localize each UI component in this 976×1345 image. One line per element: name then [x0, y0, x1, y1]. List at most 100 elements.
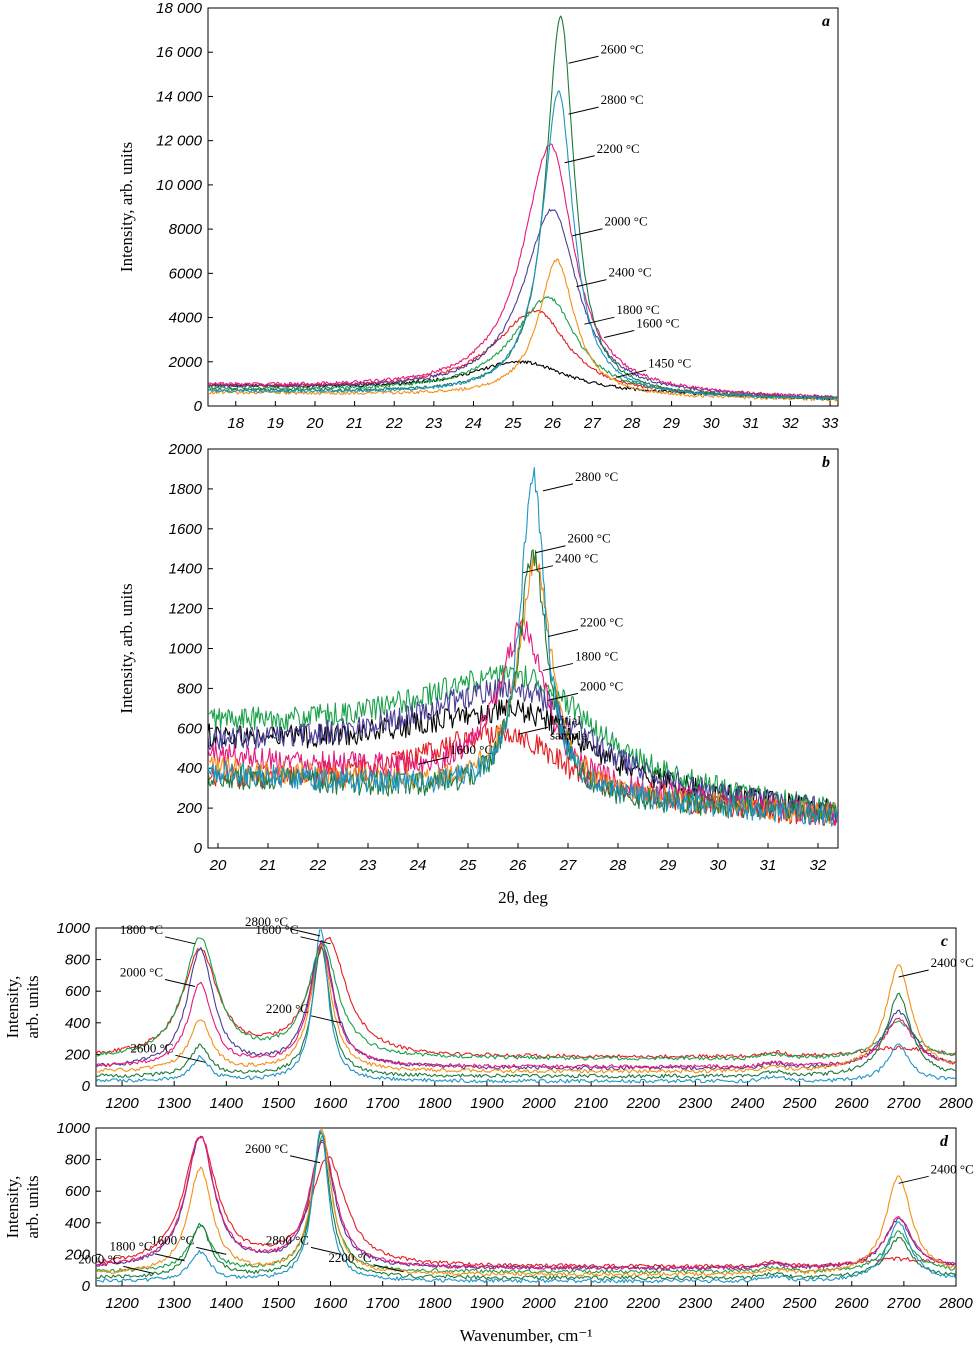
- panel-d: 0 200 400 600 800 1000 1200 1300 1400 1500 1600 170…: [3, 1120, 974, 1345]
- x-tick-label: 30: [710, 857, 727, 874]
- annotation-leader: [310, 1015, 342, 1024]
- y-axis-label: Intensity, arb. units: [117, 583, 136, 713]
- annotation-leader: [898, 969, 929, 978]
- y-tick-label: 1000: [169, 641, 203, 658]
- series-line-1600-c: [96, 1136, 956, 1269]
- panel-letter: a: [822, 13, 830, 30]
- series-line-2600-c: [96, 945, 956, 1079]
- annotation-label: 2200 °C: [580, 615, 623, 630]
- x-tick-label: 2600: [834, 1295, 869, 1312]
- annotation-label: 2800 °C: [245, 914, 288, 929]
- panel-letter: c: [941, 933, 948, 950]
- x-tick-label: 2000: [521, 1295, 556, 1312]
- y-tick-label: 10 000: [156, 177, 203, 194]
- annotation-label: 2600 °C: [568, 531, 611, 546]
- annotation-leader: [300, 936, 331, 945]
- annotation-leader: [898, 1175, 929, 1184]
- y-tick-label: 200: [64, 1246, 91, 1263]
- x-tick-label: 20: [209, 857, 227, 874]
- annotation-label: 1800 °C: [575, 648, 618, 663]
- x-tick-label: 25: [459, 857, 477, 874]
- y-axis-label: Intensity,arb. units: [3, 975, 42, 1038]
- x-tick-label: 28: [623, 415, 641, 432]
- y-tick-label: 16 000: [156, 44, 203, 61]
- series-line-2800-c: [208, 90, 838, 401]
- y-tick-label: 1000: [57, 1120, 91, 1137]
- x-tick-label: 31: [760, 857, 777, 874]
- annotation-label: 2600 °C: [245, 1141, 288, 1156]
- plot-frame: [207, 7, 839, 407]
- annotation-leader: [535, 545, 566, 554]
- series-line-2600-c: [96, 1131, 956, 1281]
- y-tick-label: 400: [65, 1015, 91, 1032]
- plot-frame: [95, 1127, 957, 1287]
- series-line-2000-c: [96, 1135, 956, 1271]
- y-tick-label: 8000: [169, 221, 203, 238]
- y-tick-label: 4000: [169, 310, 203, 327]
- x-tick-label: 2400: [730, 1095, 765, 1112]
- x-tick-label: 1800: [418, 1095, 452, 1112]
- series-line-2800-c: [96, 1130, 956, 1284]
- series-line-2600-c: [208, 15, 838, 401]
- series-line-2400-c: [96, 943, 956, 1074]
- x-tick-label: 1200: [105, 1295, 139, 1312]
- x-tick-label: 23: [425, 415, 443, 432]
- y-tick-label: 1000: [57, 920, 91, 937]
- y-tick-label: 600: [65, 983, 91, 1000]
- annotation-leader: [123, 1265, 154, 1274]
- x-tick-label: 2200: [626, 1095, 661, 1112]
- series-line-2200-c: [208, 143, 838, 399]
- annotation-leader: [290, 1155, 321, 1164]
- annotation-label: 2200 °C: [328, 1250, 371, 1265]
- x-tick-label: 2500: [782, 1295, 817, 1312]
- annotation-label: 2400 °C: [608, 265, 651, 280]
- series-line-2800-c: [96, 929, 956, 1084]
- annotation-leader: [154, 1253, 185, 1262]
- y-tick-label: 800: [177, 680, 203, 697]
- y-tick-label: 600: [65, 1183, 91, 1200]
- panel-letter: b: [822, 454, 830, 471]
- y-tick-label: 400: [177, 760, 203, 777]
- series-line-2200-c: [96, 1136, 956, 1271]
- x-tick-label: 2600: [834, 1095, 869, 1112]
- x-tick-label: 2700: [886, 1095, 921, 1112]
- x-tick-label: 2700: [886, 1295, 921, 1312]
- annotation-label: 2400 °C: [931, 1161, 974, 1176]
- x-tick-label: 1300: [157, 1295, 191, 1312]
- x-tick-label: 32: [782, 415, 799, 432]
- annotation-leader: [604, 329, 635, 338]
- y-tick-label: 6000: [169, 265, 203, 282]
- annotation-leader: [417, 756, 449, 765]
- x-tick-label: 27: [583, 415, 601, 432]
- series-line-2800-c: [208, 467, 838, 827]
- annotation-leader: [164, 936, 196, 945]
- x-tick-label: 2100: [573, 1095, 608, 1112]
- annotation-label: 2000 °C: [78, 1251, 121, 1266]
- annotation-label: 2600 °C: [130, 1040, 173, 1055]
- annotation-leader: [290, 928, 321, 937]
- x-tick-label: 24: [409, 857, 427, 874]
- annotation-label: 2800 °C: [266, 1232, 309, 1247]
- annotation-leader: [542, 483, 574, 492]
- y-tick-label: 14 000: [156, 88, 203, 105]
- y-tick-label: 200: [64, 1046, 91, 1063]
- x-tick-label: 1300: [157, 1095, 191, 1112]
- annotation-leader: [547, 629, 579, 638]
- x-axis-label: Wavenumber, cm⁻¹: [460, 1326, 593, 1345]
- plot-frame: [95, 927, 957, 1087]
- annotation-label: 1600 °C: [151, 1232, 194, 1247]
- annotation-label: 1600 °C: [255, 922, 298, 937]
- x-tick-label: 2800: [938, 1095, 973, 1112]
- y-axis-label: Intensity, arb. units: [117, 142, 136, 272]
- series-line-1800-c: [96, 1134, 956, 1274]
- series-group: [96, 929, 956, 1084]
- x-tick-label: 21: [345, 415, 363, 432]
- plot-frame: [207, 448, 839, 849]
- y-tick-label: 1400: [169, 561, 203, 578]
- annotation-label: 2200 °C: [597, 141, 640, 156]
- panel-a: 0 2000 4000 6000 8000 10 000 12 000 14 000 16 00…: [117, 0, 839, 432]
- y-tick-label: 800: [65, 952, 91, 969]
- annotation-leader: [175, 1054, 206, 1063]
- annotation-leader: [584, 316, 615, 325]
